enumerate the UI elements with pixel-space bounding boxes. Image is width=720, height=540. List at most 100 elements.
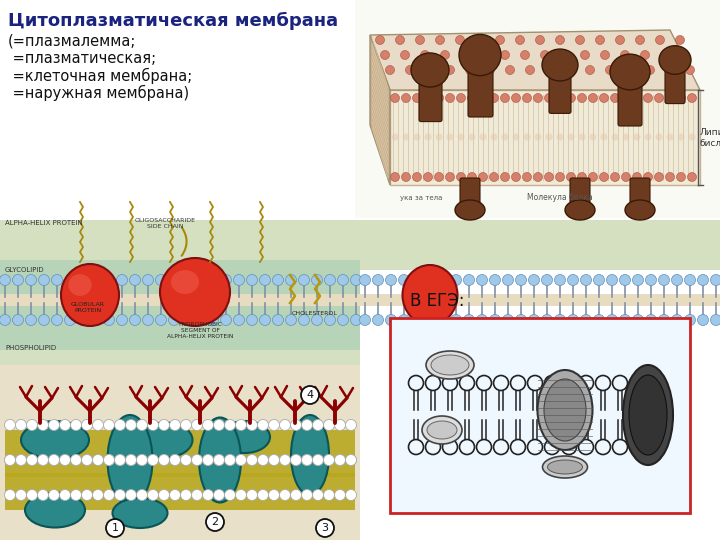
Circle shape <box>192 455 202 465</box>
Circle shape <box>258 489 269 501</box>
Circle shape <box>246 420 258 430</box>
Circle shape <box>37 420 48 430</box>
Circle shape <box>302 420 312 430</box>
Circle shape <box>202 455 214 465</box>
Circle shape <box>526 65 534 75</box>
Circle shape <box>567 93 575 103</box>
Circle shape <box>575 36 585 44</box>
Circle shape <box>567 314 578 326</box>
Ellipse shape <box>220 421 270 453</box>
Circle shape <box>130 274 140 286</box>
Ellipse shape <box>426 351 474 379</box>
Circle shape <box>500 51 510 59</box>
Circle shape <box>246 455 258 465</box>
Circle shape <box>420 51 430 59</box>
Circle shape <box>92 455 104 465</box>
Text: =наружная мембрана): =наружная мембрана) <box>8 85 189 101</box>
Text: GLYCOLIPID: GLYCOLIPID <box>5 267 45 273</box>
Circle shape <box>312 455 323 465</box>
Circle shape <box>511 93 521 103</box>
Ellipse shape <box>455 200 485 220</box>
Text: 3: 3 <box>322 523 328 533</box>
Circle shape <box>181 420 192 430</box>
Ellipse shape <box>542 49 578 81</box>
Circle shape <box>593 314 605 326</box>
Circle shape <box>246 274 258 286</box>
Circle shape <box>117 314 127 326</box>
Circle shape <box>158 489 169 501</box>
Circle shape <box>413 93 421 103</box>
Circle shape <box>588 93 598 103</box>
Circle shape <box>485 65 495 75</box>
Circle shape <box>148 489 158 501</box>
Circle shape <box>246 455 258 465</box>
Circle shape <box>246 314 258 326</box>
Circle shape <box>225 489 235 501</box>
Circle shape <box>48 455 60 465</box>
Circle shape <box>158 455 169 465</box>
Circle shape <box>412 314 423 326</box>
Circle shape <box>698 274 708 286</box>
Circle shape <box>556 93 564 103</box>
Circle shape <box>546 133 552 140</box>
Circle shape <box>541 274 552 286</box>
Circle shape <box>106 519 124 537</box>
Circle shape <box>688 133 696 140</box>
Circle shape <box>235 455 246 465</box>
Circle shape <box>688 172 696 181</box>
Circle shape <box>299 274 310 286</box>
Circle shape <box>38 274 50 286</box>
Circle shape <box>181 455 192 465</box>
Circle shape <box>434 93 444 103</box>
Circle shape <box>490 314 500 326</box>
Circle shape <box>654 93 664 103</box>
Circle shape <box>659 314 670 326</box>
Circle shape <box>395 36 405 44</box>
Circle shape <box>641 51 649 59</box>
Circle shape <box>556 172 564 181</box>
Text: Цитоплазматическая мембрана: Цитоплазматическая мембрана <box>8 12 338 30</box>
FancyBboxPatch shape <box>419 80 442 122</box>
Circle shape <box>346 455 356 465</box>
Circle shape <box>521 51 529 59</box>
Circle shape <box>451 314 462 326</box>
Circle shape <box>290 455 302 465</box>
Circle shape <box>225 455 235 465</box>
Ellipse shape <box>171 270 199 294</box>
Polygon shape <box>390 90 700 185</box>
Circle shape <box>302 489 312 501</box>
Circle shape <box>495 36 505 44</box>
Circle shape <box>65 274 76 286</box>
Circle shape <box>606 314 618 326</box>
Circle shape <box>137 455 148 465</box>
Circle shape <box>619 314 631 326</box>
Circle shape <box>168 314 179 326</box>
Circle shape <box>290 420 302 430</box>
Circle shape <box>25 314 37 326</box>
Circle shape <box>220 274 232 286</box>
Circle shape <box>436 133 443 140</box>
Circle shape <box>623 133 629 140</box>
Circle shape <box>346 455 356 465</box>
Ellipse shape <box>544 379 586 441</box>
FancyBboxPatch shape <box>355 0 720 218</box>
Circle shape <box>595 36 605 44</box>
Circle shape <box>338 274 348 286</box>
Circle shape <box>214 420 225 430</box>
Circle shape <box>269 420 279 430</box>
Circle shape <box>516 36 524 44</box>
FancyBboxPatch shape <box>390 318 690 513</box>
FancyBboxPatch shape <box>0 220 720 365</box>
Circle shape <box>316 519 334 537</box>
Circle shape <box>698 314 708 326</box>
Circle shape <box>534 93 542 103</box>
Circle shape <box>27 489 37 501</box>
Circle shape <box>655 133 662 140</box>
Circle shape <box>12 314 24 326</box>
Circle shape <box>423 93 433 103</box>
Circle shape <box>0 274 11 286</box>
Circle shape <box>37 455 48 465</box>
Circle shape <box>503 274 513 286</box>
Circle shape <box>536 36 544 44</box>
Circle shape <box>351 314 361 326</box>
